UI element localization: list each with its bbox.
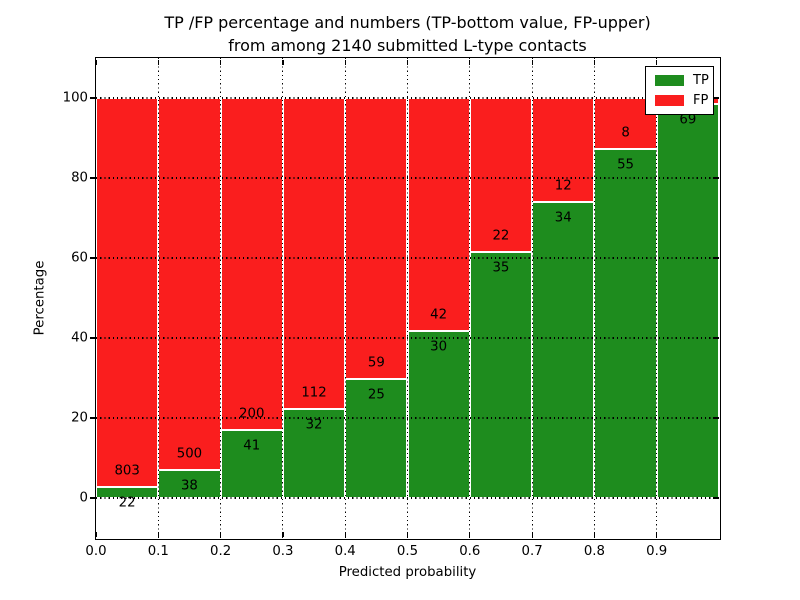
bar-tp-segment — [345, 378, 408, 498]
y-tick-right — [712, 257, 718, 259]
bar-label-tp: 22 — [118, 495, 136, 511]
bar-tp-segment — [282, 409, 346, 498]
y-tick-label: 60 — [71, 250, 88, 266]
x-tick-bottom — [469, 531, 471, 537]
legend-swatch-tp-icon — [655, 75, 684, 86]
legend-item-tp: TP — [655, 73, 709, 88]
chart-title-line2: from among 2140 submitted L-type contact… — [228, 35, 587, 55]
bar-tp-segment — [594, 148, 657, 498]
x-tick-top — [593, 59, 596, 65]
bar-label-tp: 34 — [554, 210, 572, 226]
y-tick-left — [90, 337, 95, 339]
chart-title: TP /FP percentage and numbers (TP-bottom… — [96, 12, 719, 57]
x-tick-label: 0.8 — [583, 544, 605, 559]
x-tick-label: 0.3 — [272, 544, 294, 559]
y-axis-label: Percentage — [32, 260, 48, 336]
bar-label-fp: 200 — [239, 406, 265, 422]
bar-tp-segment — [656, 103, 719, 498]
bar-label-fp: 22 — [492, 228, 510, 244]
x-tick-label: 0.9 — [646, 544, 668, 559]
x-tick-top — [282, 59, 284, 65]
x-tick-bottom — [95, 531, 97, 537]
x-tick-label: 0.0 — [85, 544, 107, 559]
y-tick-left — [90, 257, 95, 259]
y-tick-label: 40 — [71, 330, 88, 346]
y-tick-right — [712, 337, 718, 339]
x-tick-bottom — [157, 531, 159, 537]
bar-label-tp: 69 — [679, 112, 697, 128]
bar-tp-segment — [407, 331, 470, 498]
legend-item-fp: FP — [655, 93, 709, 108]
bar-fp-segment — [469, 98, 533, 253]
bar-label-tp: 55 — [617, 157, 635, 173]
x-tick-bottom — [344, 531, 346, 537]
bar-label-tp: 41 — [243, 438, 261, 454]
legend-label-fp: FP — [693, 93, 709, 108]
bar-fp-segment — [532, 98, 595, 203]
legend-label-tp: TP — [693, 73, 709, 88]
y-tick-right — [712, 497, 718, 499]
bar-fp-segment — [282, 98, 346, 410]
legend-swatch-fp-icon — [655, 95, 684, 106]
bar-label-fp: 12 — [554, 178, 572, 194]
x-axis-label: Predicted probability — [338, 565, 477, 580]
y-tick-label: 100 — [62, 90, 88, 106]
bar-tp-segment — [532, 202, 595, 498]
bar-fp-segment — [158, 98, 221, 470]
x-tick-label: 0.1 — [147, 544, 169, 559]
x-tick-label: 0.6 — [459, 544, 481, 559]
legend: TP FP — [645, 66, 714, 115]
y-tick-left — [90, 97, 95, 99]
x-tick-top — [406, 59, 409, 65]
y-tick-left — [90, 497, 95, 499]
x-tick-bottom — [406, 531, 409, 537]
x-tick-bottom — [282, 531, 284, 537]
chart-title-line1: TP /FP percentage and numbers (TP-bottom… — [164, 13, 651, 32]
x-tick-top — [656, 59, 658, 65]
y-tick-label: 0 — [79, 490, 88, 506]
bar-label-fp: 42 — [430, 307, 448, 323]
bar-label-fp: 59 — [367, 355, 385, 371]
x-tick-bottom — [220, 531, 222, 537]
x-tick-bottom — [531, 531, 533, 537]
x-tick-label: 0.4 — [334, 544, 356, 559]
x-tick-bottom — [656, 531, 658, 537]
y-tick-left — [90, 417, 95, 419]
y-tick-left — [90, 177, 95, 179]
x-tick-top — [531, 59, 533, 65]
x-tick-top — [469, 59, 471, 65]
bar-label-tp: 32 — [305, 417, 323, 433]
bar-label-fp: 500 — [176, 446, 203, 462]
y-tick-right — [712, 177, 718, 179]
bar-label-tp: 35 — [492, 260, 510, 276]
x-tick-top — [95, 59, 97, 65]
x-tick-label: 0.5 — [396, 544, 419, 559]
bar-fp-segment — [96, 98, 159, 488]
bar-fp-segment — [407, 98, 470, 332]
bar-label-fp: 803 — [114, 463, 140, 479]
bar-label-tp: 25 — [367, 387, 385, 403]
bar-fp-segment — [345, 98, 408, 379]
bar-label-tp: 38 — [180, 478, 198, 494]
bar-label-tp: 30 — [430, 339, 448, 355]
bar-label-fp: 8 — [621, 125, 630, 141]
x-tick-label: 0.2 — [210, 544, 232, 559]
y-tick-label: 20 — [71, 410, 88, 426]
bar-label-fp: 112 — [301, 385, 327, 401]
x-tick-top — [344, 59, 346, 65]
bar-fp-segment — [220, 98, 283, 430]
bar-tp-segment — [469, 252, 533, 498]
x-tick-top — [220, 59, 222, 65]
x-tick-top — [157, 59, 159, 65]
x-tick-label: 0.7 — [521, 544, 543, 559]
y-tick-right — [712, 417, 718, 419]
x-tick-bottom — [593, 531, 596, 537]
y-tick-label: 80 — [71, 170, 88, 186]
